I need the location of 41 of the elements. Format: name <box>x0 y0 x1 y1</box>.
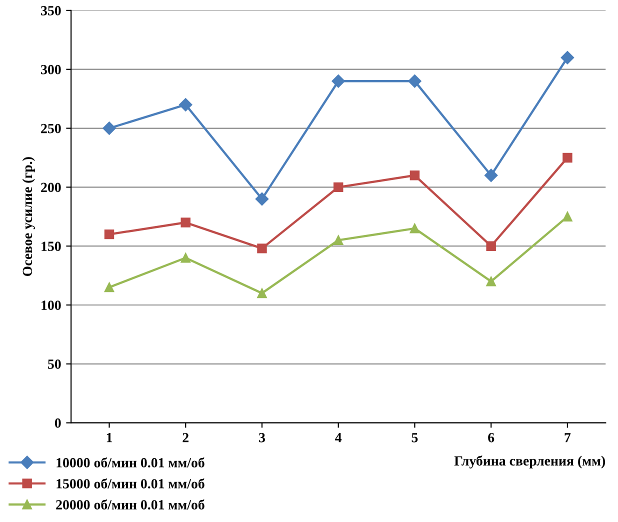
legend-label: 15000 об/мин 0.01 мм/об <box>56 478 204 489</box>
point <box>486 241 496 251</box>
y-tick-label: 100 <box>42 300 61 310</box>
point <box>410 224 420 234</box>
point <box>180 253 190 263</box>
point <box>486 276 496 286</box>
x-tick-label: 6 <box>488 432 494 442</box>
point <box>333 235 344 246</box>
point <box>410 170 420 180</box>
legend-label: 20000 об/мин 0.01 мм/об <box>56 499 204 510</box>
point <box>257 288 267 298</box>
x-tick-label: 7 <box>564 433 571 442</box>
x-tick-label: 5 <box>412 433 418 442</box>
point <box>180 218 190 228</box>
y-tick-label: 350 <box>41 6 61 16</box>
legend-label: 10000 об/мин 0.01 мм/об <box>56 457 204 468</box>
point <box>408 74 422 88</box>
point <box>104 282 114 292</box>
point <box>484 168 498 182</box>
point <box>102 122 116 135</box>
x-axis-title: Глубина сверления (мм) <box>454 456 606 468</box>
y-tick-label: 200 <box>41 182 61 192</box>
y-tick-label: 50 <box>48 359 61 369</box>
y-tick-label: 300 <box>41 64 61 74</box>
point <box>562 212 572 222</box>
x-tick-label: 2 <box>182 432 188 442</box>
point <box>333 182 344 192</box>
point <box>104 229 114 240</box>
y-tick-label: 150 <box>42 242 61 252</box>
y-axis-title: Осевое усилие (гр.) <box>22 157 35 276</box>
x-tick-label: 3 <box>259 432 265 442</box>
y-tick-label: 250 <box>41 124 61 134</box>
x-tick-label: 1 <box>106 433 112 442</box>
point <box>255 192 269 206</box>
point <box>179 98 192 112</box>
y-tick-label: 0 <box>54 418 61 428</box>
point <box>560 50 574 64</box>
point <box>562 152 572 163</box>
x-tick-label: 4 <box>335 433 342 442</box>
point <box>332 74 345 88</box>
point <box>257 244 267 254</box>
